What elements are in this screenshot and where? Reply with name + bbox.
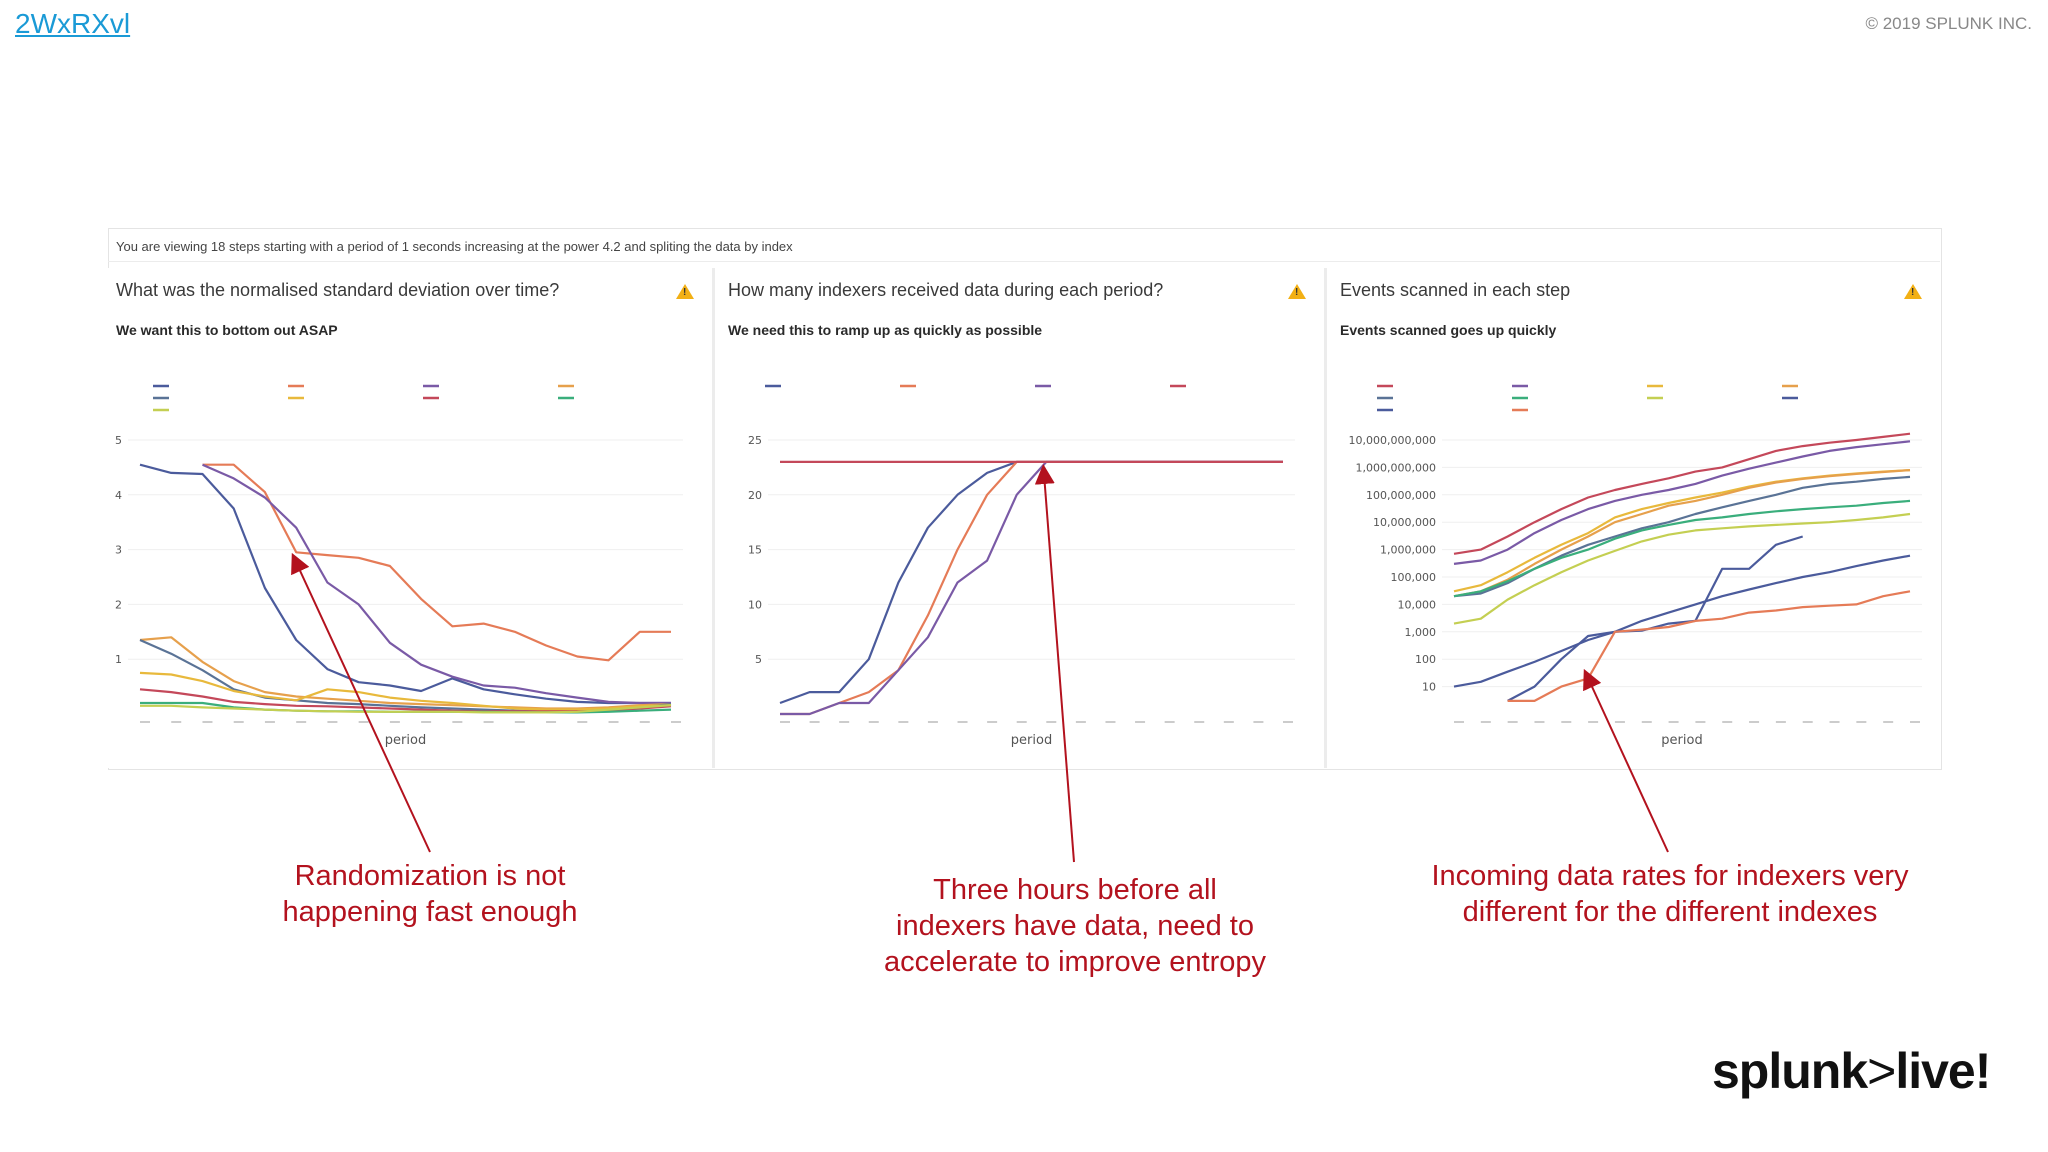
series-line xyxy=(779,460,1283,705)
y-tick-label: 10,000,000 xyxy=(1373,516,1436,529)
panel-indexers-received: How many indexers received data during e… xyxy=(720,268,1327,768)
callout-line: Randomization is not xyxy=(294,860,566,892)
warning-icon[interactable]: ! xyxy=(1288,284,1306,299)
callout-line: happening fast enough xyxy=(282,896,578,928)
y-tick-label: 10,000 xyxy=(1398,598,1437,611)
x-axis-label: period xyxy=(1661,733,1702,748)
series-line xyxy=(1453,469,1911,593)
panel-events-scanned: Events scanned in each step Events scann… xyxy=(1332,268,1940,768)
copyright-text: © 2019 SPLUNK INC. xyxy=(1865,14,2032,33)
callout-line: indexers have data, need to xyxy=(896,910,1254,942)
series-line xyxy=(202,463,671,662)
series-line xyxy=(1453,512,1911,625)
warning-icon[interactable]: ! xyxy=(676,284,694,299)
dashboard-info: You are viewing 18 steps starting with a… xyxy=(108,232,1940,262)
callout-line: Incoming data rates for indexers very xyxy=(1431,860,1909,892)
series-line xyxy=(1453,440,1911,565)
y-tick-label: 25 xyxy=(748,434,762,447)
panel-std-deviation: What was the normalised standard deviati… xyxy=(108,268,715,768)
y-tick-label: 1,000 xyxy=(1405,626,1437,639)
callout-line: different for the different indexes xyxy=(1462,896,1878,928)
panel-title: Events scanned in each step xyxy=(1340,280,1571,300)
callout-right: Incoming data rates for indexers very di… xyxy=(1400,858,1940,930)
callout-line: Three hours before all xyxy=(933,874,1217,906)
callout-line: accelerate to improve entropy xyxy=(883,946,1267,978)
x-axis-label: period xyxy=(385,733,426,748)
chart-events-scanned: 10 100 1,000 10,000 100,000 1,000,000 10,000,0… xyxy=(1349,384,1922,748)
x-axis-label: period xyxy=(1011,733,1052,748)
warning-icon[interactable]: ! xyxy=(1904,284,1922,299)
y-tick-label: 100,000 xyxy=(1391,571,1437,584)
panel-title: How many indexers received data during e… xyxy=(728,280,1164,300)
panel-subtitle: We need this to ramp up as quickly as po… xyxy=(728,322,1043,338)
slide-link[interactable]: 2WxRXvl xyxy=(15,8,131,39)
y-tick-label: 5 xyxy=(115,434,122,447)
panel-subtitle: Events scanned goes up quickly xyxy=(1340,322,1557,338)
y-tick-label: 100 xyxy=(1415,653,1436,666)
series-line xyxy=(139,636,672,710)
series-line xyxy=(1453,554,1911,688)
y-tick-label: 3 xyxy=(115,544,122,557)
y-tick-label: 4 xyxy=(115,489,122,502)
series-line xyxy=(202,463,671,705)
panel-title: What was the normalised standard deviati… xyxy=(116,280,560,300)
panel-subtitle: We want this to bottom out ASAP xyxy=(116,322,338,338)
y-tick-label: 1,000,000 xyxy=(1380,544,1436,557)
logo-chevron: > xyxy=(1867,1043,1896,1099)
y-tick-label: 1 xyxy=(115,653,122,666)
logo-splunk: splunk xyxy=(1712,1043,1868,1099)
series-line xyxy=(1453,499,1911,598)
callout-left: Randomization is not happening fast enou… xyxy=(230,858,630,930)
series-line xyxy=(780,460,1283,716)
y-tick-label: 5 xyxy=(755,653,762,666)
y-tick-label: 20 xyxy=(748,489,762,502)
callout-middle: Three hours before all indexers have dat… xyxy=(835,872,1315,980)
y-tick-label: 10 xyxy=(748,598,762,611)
chart-indexers-received: 5 10 15 20 25 period xyxy=(748,384,1295,748)
splunk-live-logo: splunk>live! xyxy=(1712,1042,1991,1100)
y-tick-label: 100,000,000 xyxy=(1366,489,1436,502)
y-tick-label: 1,000,000,000 xyxy=(1356,461,1436,474)
series-line xyxy=(1507,590,1911,702)
y-tick-label: 2 xyxy=(115,598,122,611)
chart-std-deviation: 1 2 3 4 5 period xyxy=(115,384,683,748)
series-line xyxy=(1507,535,1804,702)
y-tick-label: 15 xyxy=(748,544,762,557)
y-tick-label: 10 xyxy=(1422,681,1436,694)
logo-live: live! xyxy=(1895,1043,1991,1099)
series-line xyxy=(1453,469,1911,598)
series-line xyxy=(780,460,1283,716)
y-tick-label: 10,000,000,000 xyxy=(1349,434,1436,447)
series-line xyxy=(1453,432,1911,555)
